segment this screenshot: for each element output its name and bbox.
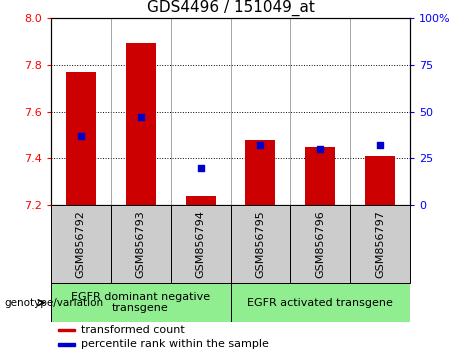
Point <box>317 146 324 152</box>
Bar <box>58 343 75 346</box>
Text: GSM856794: GSM856794 <box>195 210 206 278</box>
Bar <box>305 147 336 205</box>
Title: GDS4496 / 151049_at: GDS4496 / 151049_at <box>147 0 314 16</box>
Bar <box>51 283 230 322</box>
Bar <box>230 205 290 283</box>
Text: GSM856795: GSM856795 <box>255 210 266 278</box>
Bar <box>365 156 395 205</box>
Bar <box>111 205 171 283</box>
Point <box>377 142 384 148</box>
Text: percentile rank within the sample: percentile rank within the sample <box>81 339 269 349</box>
Text: GSM856797: GSM856797 <box>375 210 385 278</box>
Point <box>137 114 144 120</box>
Bar <box>290 205 350 283</box>
Text: GSM856796: GSM856796 <box>315 210 325 278</box>
Text: genotype/variation: genotype/variation <box>5 298 104 308</box>
Text: GSM856793: GSM856793 <box>136 210 146 278</box>
Bar <box>245 139 275 205</box>
Bar <box>185 196 215 205</box>
Point <box>77 133 84 139</box>
Bar <box>350 205 410 283</box>
Bar <box>65 72 96 205</box>
Point <box>257 142 264 148</box>
Bar <box>171 205 230 283</box>
Text: transformed count: transformed count <box>81 325 185 335</box>
Point <box>197 165 204 171</box>
Bar <box>125 44 156 205</box>
Bar <box>51 205 111 283</box>
Text: GSM856792: GSM856792 <box>76 210 86 278</box>
Text: EGFR activated transgene: EGFR activated transgene <box>248 298 393 308</box>
Bar <box>58 329 75 331</box>
Bar <box>230 283 410 322</box>
Text: EGFR dominant negative
transgene: EGFR dominant negative transgene <box>71 292 210 314</box>
